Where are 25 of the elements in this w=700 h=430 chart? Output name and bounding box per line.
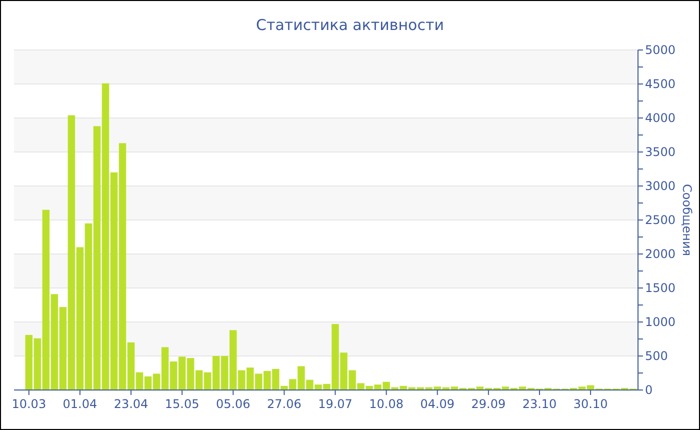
x-tick-label: 19.07 <box>318 397 352 411</box>
y-tick-label: 500 <box>645 349 668 364</box>
y-tick-label: 5000 <box>645 43 676 58</box>
y-tick-label: 4000 <box>645 111 676 126</box>
y-tick-label: 1000 <box>645 315 676 330</box>
x-tick-label: 30.10 <box>573 397 608 411</box>
y-tick-label: 3000 <box>645 179 676 194</box>
y-tick-label: 0 <box>645 383 653 398</box>
x-tick-label: 23.04 <box>114 397 148 411</box>
x-tick-label: 10.03 <box>12 397 46 411</box>
x-tick-label: 23.10 <box>522 397 557 411</box>
x-tick-label: 04.09 <box>420 397 455 411</box>
y-tick-label: 2500 <box>645 213 676 228</box>
y-tick-label: 2000 <box>645 247 676 262</box>
x-tick-label: 01.04 <box>62 397 98 411</box>
x-tick-label: 29.09 <box>471 397 506 411</box>
x-tick-label: 27.06 <box>267 397 302 411</box>
x-tick-label: 05.06 <box>216 397 250 411</box>
y-axis-title: Сообщения <box>680 184 694 256</box>
chart-title: Статистика активности <box>256 16 444 34</box>
y-tick-label: 1500 <box>645 281 676 296</box>
y-tick-label: 3500 <box>645 145 676 160</box>
x-tick-label: 15.05 <box>164 397 200 411</box>
y-tick-label: 4500 <box>645 77 676 92</box>
x-tick-label: 10.08 <box>369 397 404 411</box>
